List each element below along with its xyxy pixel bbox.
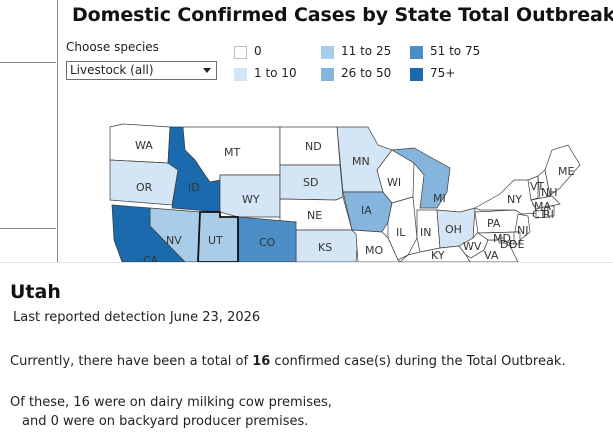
state-label: CT: [532, 208, 547, 221]
species-dropdown[interactable]: Livestock (all): [66, 61, 217, 80]
state-label: MN: [352, 155, 370, 168]
state-label: SD: [303, 176, 318, 189]
state-label: OH: [445, 223, 462, 236]
selected-state-name: Utah: [10, 281, 61, 303]
state-label: MD: [493, 232, 511, 245]
state-label: WI: [387, 176, 401, 189]
state-label: MT: [224, 146, 240, 159]
state-CT[interactable]: [535, 205, 549, 219]
state-DC[interactable]: [498, 237, 505, 244]
total-suffix: confirmed case(s) during the Total Outbr…: [270, 354, 566, 369]
state-label: WV: [463, 240, 482, 253]
state-label: DC: [500, 238, 516, 251]
total-cases-text: Currently, there have been a total of 16…: [10, 354, 566, 369]
last-detection-text: Last reported detection June 23, 2026: [13, 310, 261, 325]
state-detail-panel: Utah Last reported detection June 23, 20…: [0, 262, 613, 435]
state-label: WA: [135, 139, 153, 152]
state-ME[interactable]: [544, 144, 581, 196]
state-label: WY: [242, 193, 260, 206]
species-selected-value: Livestock (all): [70, 63, 154, 77]
left-divider: [0, 62, 56, 63]
selected-state-outline: [197, 211, 239, 262]
state-label: KS: [318, 241, 332, 254]
legend-label: 11 to 25: [341, 44, 392, 58]
state-label: IL: [396, 226, 406, 239]
left-divider: [0, 228, 56, 229]
legend-swatch: [234, 68, 247, 81]
legend-label: 26 to 50: [341, 66, 392, 80]
state-label: UT: [208, 234, 223, 247]
state-label: NH: [541, 186, 558, 199]
state-label: PA: [487, 217, 501, 230]
state-label: IN: [420, 226, 431, 239]
total-prefix: Currently, there have been a total of: [10, 354, 253, 369]
state-label: ME: [558, 165, 574, 178]
legend-swatch: [410, 46, 423, 59]
state-label: NV: [166, 234, 182, 247]
legend-swatch: [234, 46, 247, 59]
legend-label: 75+: [430, 66, 456, 80]
state-RI[interactable]: [547, 205, 555, 217]
state-label: MA: [534, 200, 551, 213]
state-MO[interactable]: [351, 229, 401, 262]
legend-swatch: [321, 46, 334, 59]
state-label: ID: [188, 181, 200, 194]
us-choropleth-map: WA OR ID MT WY ND SD NE KS MN IA WI MI I…: [109, 123, 581, 262]
state-VT[interactable]: [527, 175, 539, 201]
state-label: MO: [365, 244, 383, 257]
state-label: DE: [509, 238, 524, 251]
state-label: RI: [543, 208, 554, 221]
page-title: Domestic Confirmed Cases by State Total …: [72, 4, 613, 26]
state-label: MI: [433, 192, 446, 205]
chevron-down-icon[interactable]: [203, 68, 211, 73]
state-label: CO: [259, 236, 276, 249]
legend-swatch: [321, 68, 334, 81]
state-label: NE: [307, 209, 322, 222]
state-IL[interactable]: [387, 196, 418, 261]
map-svg: WA OR ID MT WY ND SD NE KS MN IA WI MI I…: [109, 123, 581, 262]
state-CA[interactable]: [111, 204, 186, 262]
state-label: VT: [530, 180, 545, 193]
total-count: 16: [252, 354, 271, 369]
legend-label: 1 to 10: [254, 66, 297, 80]
state-label: IA: [361, 204, 372, 217]
panel-separator: [57, 0, 58, 262]
legend-label: 0: [254, 44, 262, 58]
state-label: VA: [484, 249, 499, 262]
state-MD[interactable]: [476, 231, 519, 245]
state-WY[interactable]: [219, 174, 281, 218]
state-label: OR: [136, 181, 153, 194]
species-filter-label: Choose species: [66, 40, 159, 54]
state-MA[interactable]: [530, 195, 561, 210]
backyard-premises-text: and 0 were on backyard producer premises…: [22, 414, 309, 429]
legend-label: 51 to 75: [430, 44, 481, 58]
state-label: KY: [431, 249, 445, 262]
state-DE[interactable]: [513, 231, 521, 245]
state-label: NY: [507, 193, 522, 206]
state-label: CA: [143, 254, 159, 262]
state-MI[interactable]: [390, 147, 451, 209]
state-label: ND: [305, 140, 322, 153]
dairy-premises-text: Of these, 16 were on dairy milking cow p…: [10, 395, 332, 410]
state-label: NJ: [517, 224, 528, 237]
legend-swatch: [410, 68, 423, 81]
